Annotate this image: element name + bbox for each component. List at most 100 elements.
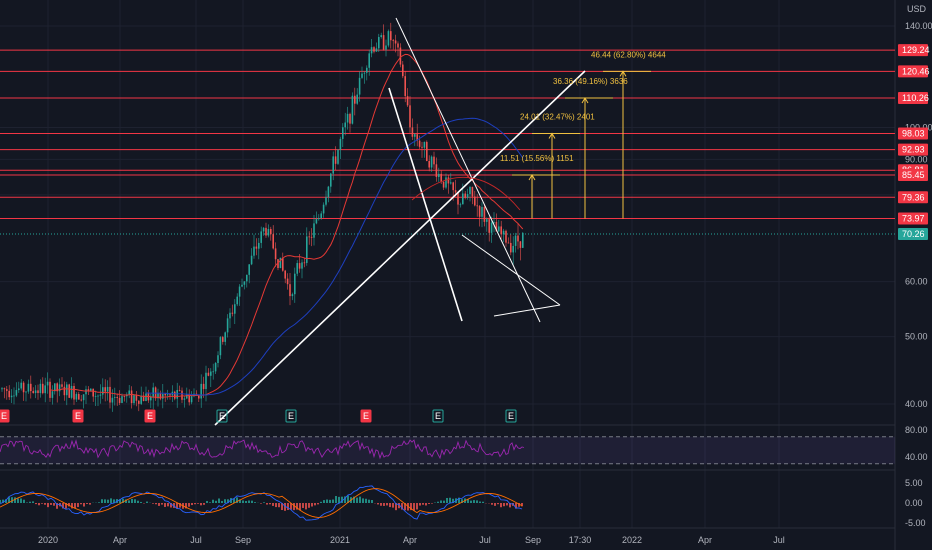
macd-histogram-bar	[107, 499, 109, 503]
rsi-tick-label: 40.00	[905, 452, 928, 462]
macd-histogram-bar	[176, 503, 178, 509]
macd-histogram-bar	[482, 501, 484, 503]
candle-body	[78, 393, 80, 400]
macd-histogram-bar	[173, 503, 175, 508]
candle-body	[267, 228, 270, 236]
horizontal-levels[interactable]	[0, 49, 895, 235]
macd-histogram-bar	[440, 500, 442, 503]
macd-histogram-bar	[509, 503, 511, 508]
earnings-marker-label: E	[1, 411, 7, 421]
candle-body	[382, 35, 385, 50]
candle-body	[322, 204, 325, 214]
macd-histogram-bar	[341, 496, 343, 503]
macd-histogram-bar	[449, 497, 451, 503]
macd-histogram-bar	[38, 503, 40, 506]
candle-body	[217, 355, 219, 363]
macd-histogram-bar	[293, 503, 295, 511]
macd-histogram-bar	[35, 503, 37, 505]
macd-histogram-bar	[506, 503, 508, 506]
macd-histogram-bar	[518, 503, 520, 507]
macd-histogram-bar	[86, 503, 88, 504]
candle-body	[318, 218, 320, 220]
candle-body	[522, 232, 524, 248]
candle-body	[109, 386, 111, 403]
level-price-badge	[898, 168, 928, 181]
candle-body	[92, 388, 94, 397]
macd-histogram-bar	[2, 499, 4, 503]
candle-body	[111, 397, 114, 403]
candle-body	[13, 395, 15, 397]
macd-histogram-bar	[500, 503, 502, 508]
candle-body	[222, 337, 224, 342]
earnings-marker-label: E	[288, 411, 294, 421]
macd-histogram-bar	[221, 500, 223, 503]
trend-drawings[interactable]	[214, 17, 586, 426]
candle-body	[253, 246, 255, 256]
price-tick-label: 50.00	[905, 332, 928, 342]
macd-histogram-bar	[419, 503, 421, 506]
earnings-marker-label: E	[435, 411, 441, 421]
macd-histogram-bar	[68, 503, 70, 507]
macd-histogram-bar	[32, 501, 34, 503]
price-axis[interactable]: USD 140.00 100.00 90.00 80.00 60.00 50.00 40.0…	[898, 4, 932, 528]
macd-histogram-bar	[503, 503, 505, 507]
candle-body	[123, 396, 126, 397]
macd-histogram-bar	[329, 499, 331, 503]
level-price-badge	[898, 191, 928, 204]
macd-histogram-bar	[0, 499, 1, 503]
macd-histogram-bar	[284, 503, 286, 511]
macd-histogram-bar	[359, 496, 361, 503]
candle-body	[478, 206, 481, 217]
candle-body	[118, 397, 121, 403]
macd-histogram-bar	[395, 503, 397, 511]
candle-body	[169, 394, 171, 396]
macd-histogram-bar	[53, 503, 55, 506]
candle-body	[481, 206, 483, 217]
currency-label: USD	[907, 4, 927, 14]
candle-body	[70, 385, 73, 398]
candle-body	[97, 395, 99, 397]
projection-arrows[interactable]: 11.51 (15.56%) 1151 24.01 (32.47%) 2401 36…	[500, 50, 666, 219]
candle-body	[404, 76, 406, 97]
candle-body	[54, 383, 56, 392]
candle-body	[18, 388, 20, 391]
candle-body	[483, 206, 486, 222]
candle-body	[140, 395, 142, 404]
macd-histogram-bar	[266, 503, 268, 505]
candle-body	[87, 389, 90, 391]
candle-body	[73, 385, 75, 400]
candle-body	[447, 177, 450, 184]
candle-body	[32, 391, 34, 393]
macd-histogram-bar	[155, 503, 157, 505]
level-price-badge	[898, 127, 928, 140]
macd-histogram-bar	[59, 503, 61, 507]
candle-body	[27, 383, 30, 392]
macd-histogram-bar	[152, 503, 154, 504]
wedge-upper-line	[461, 234, 561, 306]
candle-body	[46, 381, 49, 386]
macd-histogram-bar	[461, 499, 463, 503]
macd-tick-label: 0.00	[905, 498, 923, 508]
projection-label: 24.01 (32.47%) 2401	[520, 113, 595, 122]
time-axis[interactable]: 2020 Apr Jul Sep 2021 Apr Jul Sep 17:30 2022 Apr Ju…	[38, 535, 785, 545]
candle-body	[3, 388, 6, 390]
level-price-label: 85.45	[902, 170, 925, 180]
candle-body	[135, 395, 138, 401]
macd-histogram-bar	[335, 496, 337, 503]
macd-histogram-bar	[8, 497, 10, 503]
candle-body	[493, 221, 495, 223]
panel-separators	[0, 0, 896, 550]
candle-body	[147, 393, 150, 401]
level-price-badge	[898, 212, 928, 225]
candle-body	[366, 67, 368, 73]
candle-body	[286, 278, 289, 285]
candle-body	[162, 394, 164, 399]
candle-body	[315, 219, 318, 224]
earnings-marker-label: E	[508, 411, 514, 421]
candle-body	[282, 257, 284, 271]
macd-histogram-bar	[239, 499, 241, 503]
ma-fast-line	[49, 53, 524, 399]
candle-body	[130, 390, 133, 404]
